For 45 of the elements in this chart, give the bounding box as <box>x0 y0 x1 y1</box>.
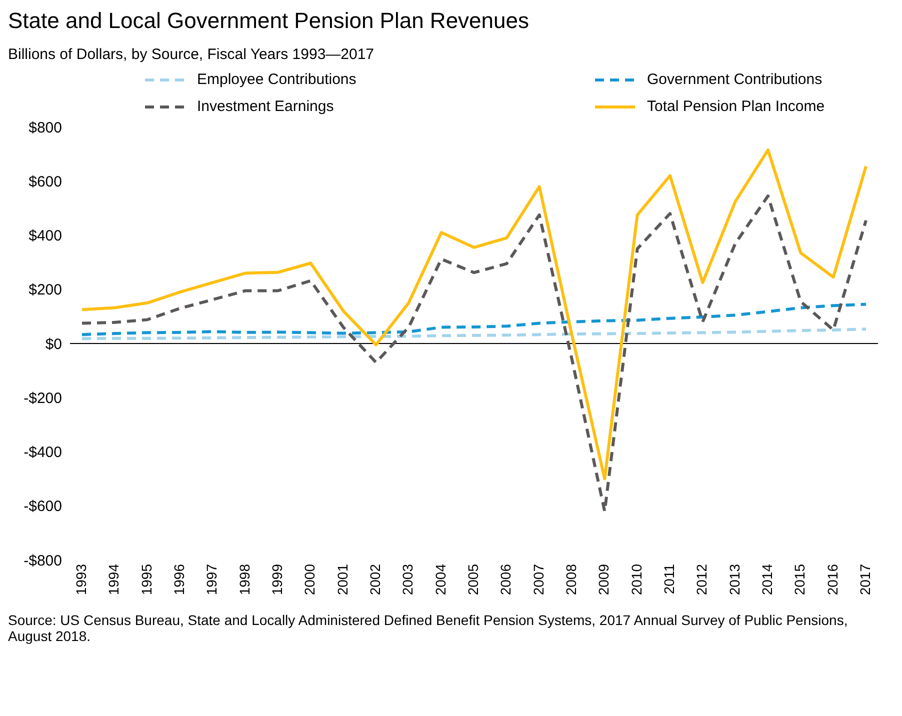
x-tick-label: 2006 <box>498 564 514 596</box>
line-series <box>80 328 868 340</box>
x-tick-label: 2017 <box>856 564 873 596</box>
y-tick-label: -$600 <box>24 498 62 516</box>
x-tick-label: 2001 <box>334 564 350 596</box>
chart-subtitle: Billions of Dollars, by Source, Fiscal Years 1993—2017 <box>8 46 376 63</box>
x-tick-label: 2013 <box>726 564 742 596</box>
x-tick-label: 1998 <box>236 564 252 596</box>
x-tick-label: 1997 <box>204 564 220 596</box>
legend-label: Investment Earnings <box>197 98 334 115</box>
x-tick-label: 2000 <box>302 564 318 596</box>
legend-label: Employee Contributions <box>197 71 356 88</box>
y-tick-label: $600 <box>28 173 62 190</box>
x-tick-label: 2002 <box>366 564 383 596</box>
x-tick-label: 2004 <box>432 564 448 596</box>
source-note: Source: US Census Bureau, State and Locally Administered Defined Benefit Pension Systems, 2017 Annual Survey of Public Pensions, August 2018. <box>8 612 849 644</box>
x-tick-label: 2003 <box>400 564 416 596</box>
x-tick-label: 1994 <box>106 564 122 596</box>
x-tick-label: 2015 <box>792 564 808 596</box>
x-tick-label: 1996 <box>170 564 187 596</box>
legend-label: Total Pension Plan Income <box>647 98 825 115</box>
x-tick-label: 2014 <box>758 564 775 596</box>
legend-label: Government Contributions <box>647 71 822 88</box>
y-tick-label: -$400 <box>24 444 62 462</box>
chart-title: State and Local Government Pension Plan Revenues <box>8 8 530 34</box>
x-tick-label: 2011 <box>660 564 677 594</box>
y-tick-label: $800 <box>28 119 62 136</box>
x-tick-label: 2016 <box>824 564 840 596</box>
x-tick-label: 2005 <box>464 564 481 596</box>
x-tick-label: 2007 <box>530 564 546 596</box>
y-tick-label: -$800 <box>24 552 62 570</box>
y-tick-label: $400 <box>28 228 62 245</box>
line-series <box>80 148 868 480</box>
y-tick-label: -$200 <box>24 390 62 407</box>
line-series <box>80 302 868 336</box>
x-tick-label: 1995 <box>138 564 154 596</box>
y-tick-label: $200 <box>28 282 62 299</box>
x-tick-label: 1993 <box>72 564 89 596</box>
line-series <box>80 194 868 513</box>
x-tick-label: 2009 <box>596 564 612 596</box>
x-tick-label: 2012 <box>694 564 710 596</box>
x-tick-label: 1999 <box>268 564 285 596</box>
x-tick-label: 2008 <box>562 564 579 596</box>
x-tick-label: 2010 <box>628 564 644 596</box>
y-tick-label: $0 <box>45 336 62 353</box>
